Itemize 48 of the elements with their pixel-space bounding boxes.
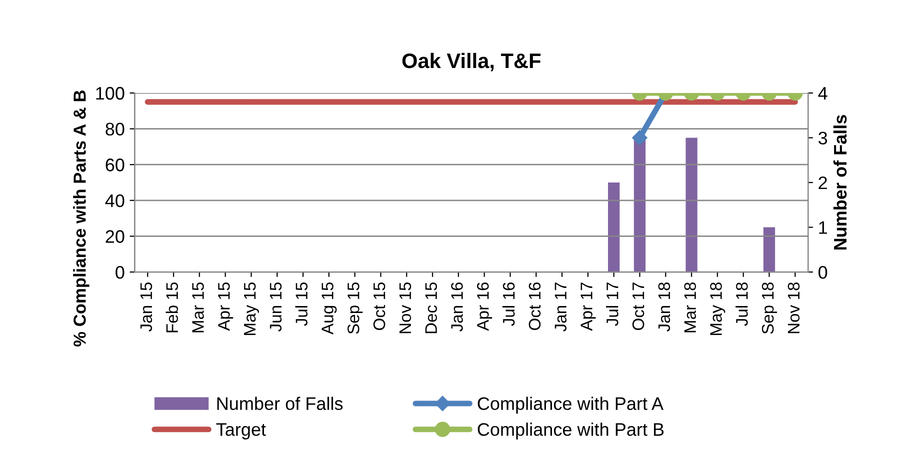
bar (763, 227, 776, 272)
y-tick-label: 60 (106, 158, 124, 172)
x-tick-label: May 18 (710, 282, 726, 336)
bar (634, 138, 646, 272)
x-tick-label: Oct 17 (632, 282, 644, 330)
y2-tick-label: 2 (818, 176, 827, 190)
y2-axis-title: Number of Falls (833, 115, 847, 250)
legend-label: Compliance with Part A (478, 396, 664, 414)
x-tick-label: Jul 15 (295, 282, 308, 326)
y-tick-label: 40 (105, 194, 124, 208)
y2-tick-label: 0 (818, 266, 828, 279)
y2-tick-label: 1 (819, 221, 827, 234)
x-tick-label: Jul 18 (736, 282, 748, 326)
x-tick-label: Nov 15 (399, 282, 412, 334)
x-tick-label: Mar 18 (684, 282, 696, 332)
legend-label: Compliance with Part B (478, 422, 664, 440)
y2-tick-label: 3 (818, 132, 828, 144)
x-tick-label: Oct 15 (373, 282, 386, 330)
x-tick-label: Jan 16 (451, 282, 463, 332)
y-tick-label: 0 (116, 266, 124, 279)
x-tick-label: Jun 15 (270, 282, 282, 332)
chart-title: Oak Villa, T&F (402, 52, 540, 72)
x-tick-label: Dec 15 (425, 282, 438, 334)
x-tick-label: Jan 17 (554, 282, 567, 332)
x-tick-label: Sep 15 (348, 282, 363, 334)
bar (608, 182, 620, 272)
x-tick-label: Apr 15 (218, 282, 234, 331)
x-tick-label: Jan 15 (140, 282, 152, 332)
x-tick-label: Jul 17 (606, 282, 618, 326)
x-tick-label: Nov 18 (788, 282, 800, 334)
y-axis-title: % Compliance with Parts A & B (73, 90, 90, 346)
y-tick-label: 100 (96, 86, 124, 100)
x-tick-label: Mar 15 (192, 282, 204, 332)
x-tick-label: Jul 16 (502, 282, 515, 326)
x-tick-label: Oct 16 (528, 282, 541, 330)
x-tick-label: May 15 (244, 282, 259, 336)
bar (686, 138, 698, 272)
legend-label: Target (216, 423, 266, 440)
x-tick-label: Feb 15 (166, 282, 178, 332)
legend-label: Number of Falls (217, 396, 343, 410)
y-tick-label: 20 (106, 230, 124, 243)
x-tick-label: Aug 15 (322, 282, 337, 335)
x-tick-label: Apr 17 (580, 282, 596, 331)
y-tick-label: 80 (106, 122, 124, 136)
x-tick-label: Jan 18 (658, 282, 670, 332)
x-tick-label: Apr 16 (477, 282, 492, 331)
x-tick-label: Sep 18 (762, 282, 777, 334)
y2-tick-label: 4 (818, 87, 828, 100)
